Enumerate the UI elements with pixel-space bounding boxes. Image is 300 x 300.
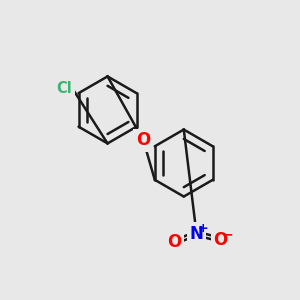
Text: O: O [214,231,228,249]
Text: +: + [198,222,208,235]
Text: Cl: Cl [56,81,72,96]
Text: O: O [136,131,151,149]
Text: −: − [222,228,233,242]
Text: O: O [167,233,182,251]
Text: N: N [190,224,203,242]
